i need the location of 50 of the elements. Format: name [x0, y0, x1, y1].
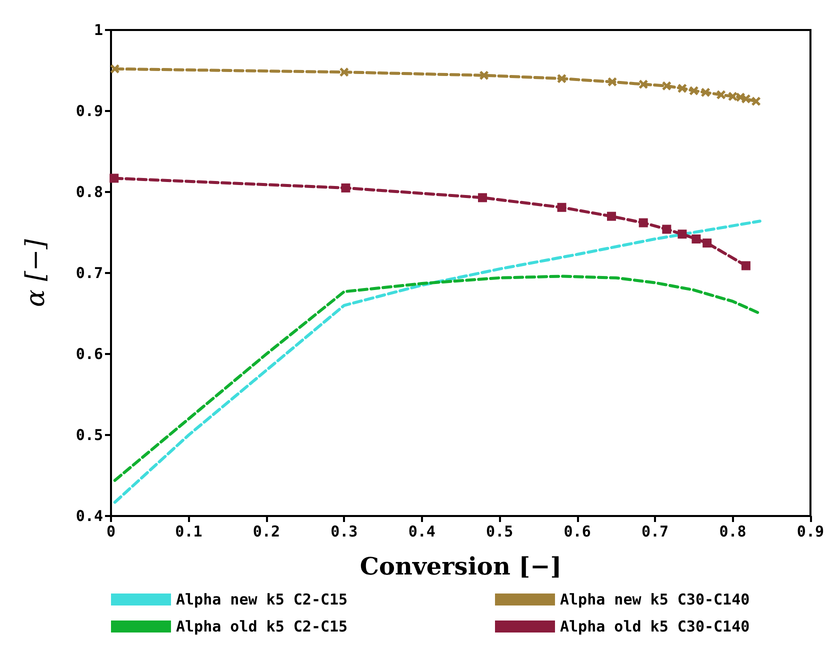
- legend-label: Alpha new k5 C2-C15: [176, 590, 348, 608]
- point: [557, 202, 566, 212]
- point: [701, 88, 710, 97]
- point: [741, 94, 750, 104]
- x-tick-label: 0.6: [564, 522, 591, 540]
- line-series: [113, 220, 762, 504]
- x-tick-label: 0.1: [175, 522, 202, 540]
- legend-label: Alpha old k5 C30-C140: [560, 618, 750, 636]
- point: [702, 238, 712, 248]
- point: [716, 90, 726, 100]
- point: [689, 86, 698, 96]
- x-tick-label: 0.7: [641, 522, 669, 540]
- point: [607, 212, 616, 221]
- point: [692, 234, 701, 244]
- point: [557, 74, 566, 84]
- x-tick-label: 0.9: [796, 522, 824, 540]
- x-tick-label: 0.3: [330, 522, 358, 540]
- point: [678, 84, 687, 93]
- point: [662, 224, 672, 234]
- x-tick-label: 0.2: [252, 522, 280, 540]
- point: [340, 68, 349, 77]
- point: [741, 261, 750, 270]
- point: [478, 193, 487, 202]
- y-axis-title: α [−]: [21, 238, 51, 307]
- y-tick-label: 0.4: [76, 507, 103, 525]
- x-tick-label: 0.8: [719, 522, 746, 540]
- line-series: [113, 274, 762, 482]
- legend-label: Alpha new k5 C30-C140: [560, 590, 750, 608]
- y-tick-label: 0.8: [76, 183, 103, 201]
- point: [752, 96, 761, 106]
- point: [341, 183, 350, 192]
- y-tick-label: 1: [94, 21, 103, 39]
- y-tick-label: 0.6: [76, 345, 103, 363]
- y-tick-label: 0.5: [76, 426, 103, 444]
- point: [608, 77, 617, 86]
- x-axis-title: Conversion [−]: [360, 552, 562, 580]
- y-tick-label: 0.7: [76, 264, 103, 282]
- point: [728, 92, 738, 101]
- point: [678, 230, 687, 239]
- y-tick-label: 0.9: [76, 102, 103, 120]
- point: [638, 80, 648, 89]
- x-tick-label: 0.5: [486, 522, 514, 540]
- legend-label: Alpha old k5 C2-C15: [176, 618, 348, 636]
- point: [480, 70, 489, 80]
- x-tick-label: 0.4: [408, 522, 436, 540]
- x-tick-label: 0: [106, 522, 116, 540]
- point: [662, 81, 672, 90]
- point: [110, 64, 120, 74]
- point: [110, 174, 119, 183]
- point: [638, 218, 648, 228]
